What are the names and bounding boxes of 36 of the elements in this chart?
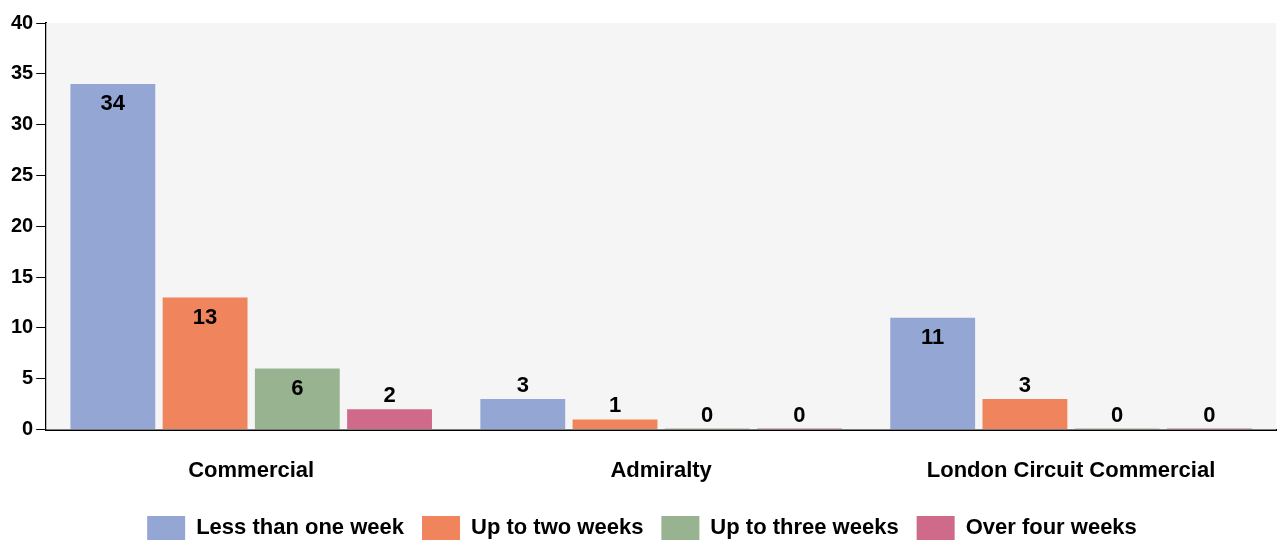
- bar: [890, 317, 976, 430]
- y-tick-label: 30: [11, 112, 34, 135]
- y-tick-label: 15: [11, 264, 34, 287]
- x-tick-label: Commercial: [188, 456, 315, 482]
- legend-label: Up to two weeks: [471, 514, 644, 540]
- x-tick-label: London Circuit Commercial: [926, 456, 1216, 482]
- bar: [254, 368, 340, 430]
- y-tick-label: 5: [22, 366, 34, 389]
- legend-label: Over four weeks: [965, 514, 1137, 540]
- data-label: 0: [1203, 401, 1216, 427]
- data-label: 2: [383, 382, 396, 408]
- bar: [70, 83, 156, 430]
- y-tick-label: 25: [11, 162, 34, 185]
- data-label: 0: [793, 401, 806, 427]
- data-label: 3: [1018, 372, 1032, 398]
- data-label: 6: [291, 374, 304, 400]
- data-label: 0: [1111, 401, 1124, 427]
- data-label: 11: [921, 323, 945, 349]
- legend-label: Up to three weeks: [710, 514, 899, 540]
- data-label: 13: [192, 303, 218, 329]
- y-tick-label: 40: [11, 10, 34, 33]
- legend-label: Less than one week: [196, 514, 405, 540]
- bar: [162, 297, 248, 430]
- x-tick-label: Admiralty: [610, 456, 713, 482]
- bar: [347, 409, 432, 430]
- y-tick-label: 20: [11, 213, 34, 236]
- data-label: 34: [100, 90, 126, 116]
- bar: [982, 399, 1068, 430]
- y-tick-label: 10: [11, 315, 34, 338]
- y-tick-label: 35: [11, 61, 34, 84]
- data-label: 0: [701, 401, 714, 427]
- data-label: 1: [608, 392, 622, 418]
- bar: [572, 419, 658, 430]
- bar: [480, 399, 566, 430]
- data-label: 3: [516, 372, 529, 398]
- y-tick-label: 0: [22, 417, 34, 440]
